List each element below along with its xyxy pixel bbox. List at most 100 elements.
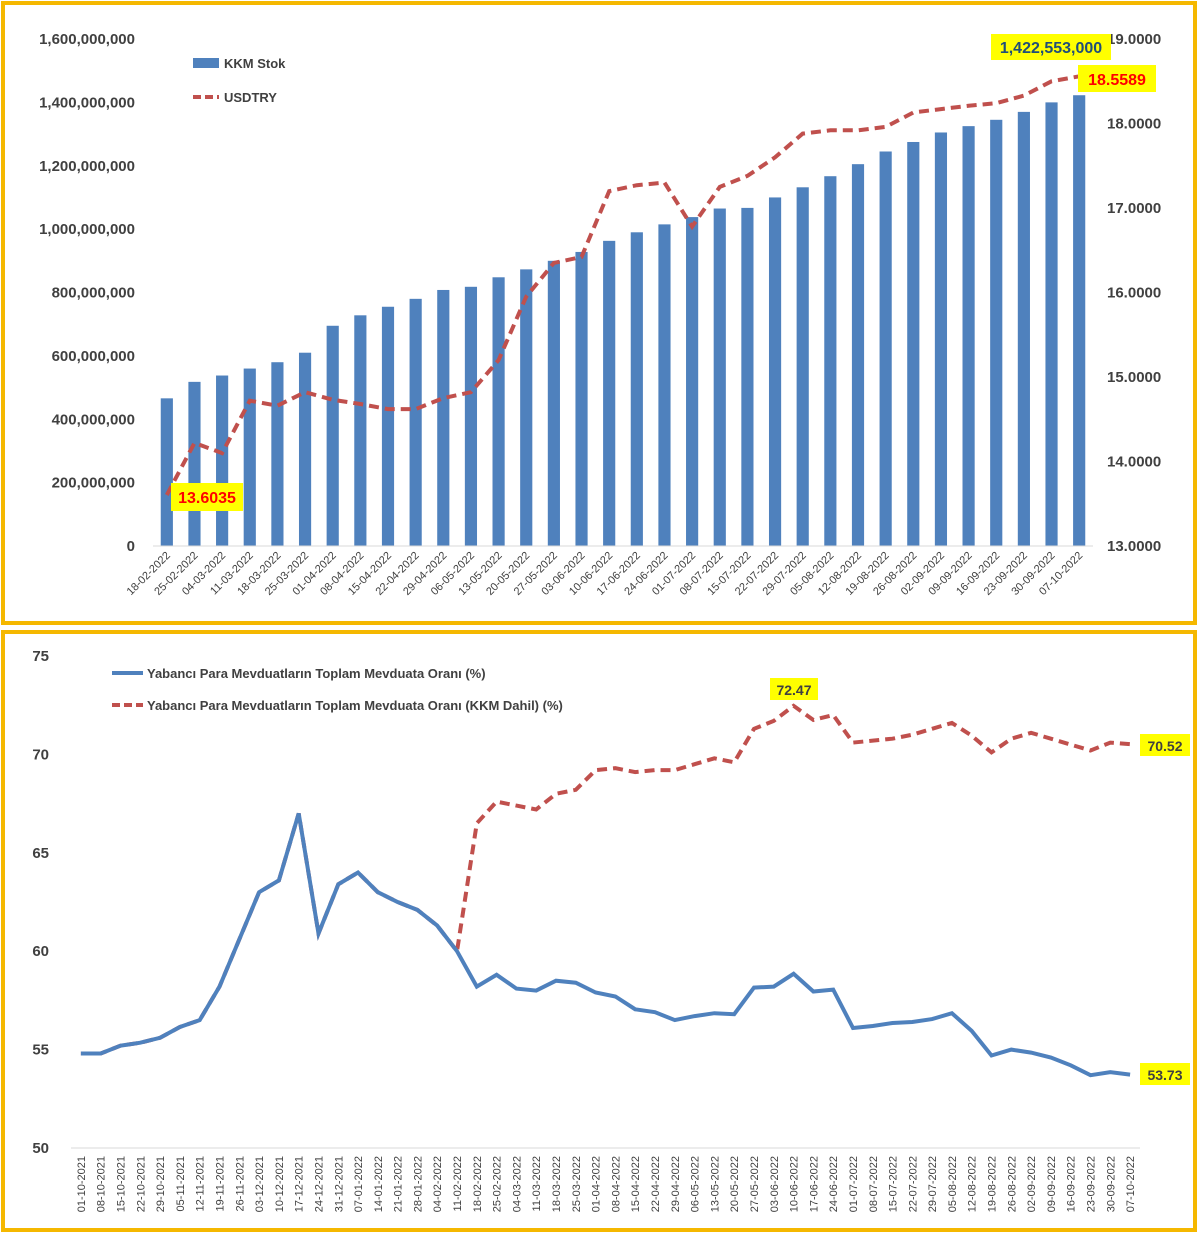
- annotation-line-last-text: 18.5589: [1088, 72, 1146, 89]
- y-tick-label: 70: [32, 746, 49, 763]
- kkm-bar: [381, 306, 395, 546]
- annotation-series2-last: 70.52: [1140, 734, 1190, 756]
- kkm-bar: [1017, 111, 1030, 546]
- x-tick-label: 15-07-2022: [888, 1156, 900, 1212]
- kkm-bar: [492, 277, 505, 546]
- kkm-bar: [1045, 102, 1058, 546]
- x-tick-label: 11-02-2022: [452, 1156, 464, 1211]
- kkm-bar: [990, 119, 1003, 546]
- fx-deposit-ratio-chart-panel: 50 55 60 65 70 75 01-10-2021 08-10-2021 15-10-2…: [1, 630, 1197, 1232]
- x-tick-label: 17-12-2021: [294, 1156, 306, 1212]
- left-y-tick-label: 0: [127, 538, 135, 555]
- annotation-series1-last-text: 53.73: [1147, 1067, 1182, 1083]
- left-y-tick-label: 200,000,000: [52, 475, 135, 492]
- legend-series2-label: Yabancı Para Mevduatların Toplam Mevduat…: [147, 698, 563, 713]
- kkm-bar: [188, 381, 201, 546]
- legend-bar-swatch: [193, 58, 219, 68]
- fx-ratio-line: [80, 812, 1131, 1078]
- right-y-tick-label: 15.0000: [1107, 369, 1161, 386]
- x-tick-label: 26-08-2022: [1006, 1156, 1018, 1212]
- legend: KKM Stok USDTRY: [193, 56, 286, 105]
- x-tick-label: 07-01-2022: [353, 1156, 365, 1212]
- x-tick-label: 24-06-2022: [828, 1156, 840, 1212]
- usdtry-line: [165, 74, 1080, 496]
- x-tick-label: 31-12-2021: [333, 1156, 345, 1212]
- x-tick-label: 12-08-2022: [967, 1156, 979, 1212]
- y-tick-label: 60: [32, 943, 49, 960]
- x-tick-label: 12-11-2021: [195, 1156, 207, 1211]
- right-y-tick-label: 17.0000: [1107, 200, 1161, 217]
- x-tick-label: 09-09-2022: [1046, 1156, 1058, 1212]
- x-tick-label: 15-04-2022: [630, 1156, 642, 1212]
- x-tick-label: 02-09-2022: [1026, 1156, 1038, 1212]
- left-y-tick-label: 1,600,000,000: [39, 31, 135, 48]
- right-y-tick-label: 13.0000: [1107, 538, 1161, 555]
- right-y-tick-label: 18.0000: [1107, 116, 1161, 133]
- right-y-tick-label: 19.0000: [1107, 31, 1161, 48]
- left-y-tick-label: 1,200,000,000: [39, 158, 135, 175]
- x-tick-label: 14-01-2022: [373, 1156, 385, 1212]
- x-tick-label: 15-10-2021: [115, 1156, 127, 1212]
- x-tick-label: 17-06-2022: [808, 1156, 820, 1212]
- x-tick-label: 13-05-2022: [709, 1156, 721, 1212]
- kkm-bar: [326, 325, 339, 546]
- x-tick-label: 01-04-2022: [591, 1156, 603, 1212]
- x-tick-label: 25-02-2022: [492, 1156, 504, 1212]
- x-tick-label: 23-09-2022: [1086, 1156, 1098, 1212]
- x-tick-label: 29-04-2022: [670, 1156, 682, 1212]
- kkm-bar: [686, 217, 699, 547]
- kkm-bar: [216, 375, 229, 546]
- left-y-tick-label: 600,000,000: [52, 348, 135, 365]
- left-y-tick-label: 1,000,000,000: [39, 221, 135, 238]
- x-tick-label: 27-05-2022: [749, 1156, 761, 1212]
- kkm-bar: [658, 224, 671, 546]
- annotation-line-first: 13.6035: [171, 483, 243, 511]
- kkm-bar: [741, 207, 754, 546]
- x-tick-label: 08-04-2022: [610, 1156, 622, 1212]
- kkm-bar: [354, 315, 367, 546]
- x-tick-label: 04-03-2022: [511, 1156, 523, 1212]
- annotation-line-last: 18.5589: [1078, 65, 1156, 92]
- legend-bar-label: KKM Stok: [224, 56, 286, 71]
- x-tick-label: 28-01-2022: [412, 1156, 424, 1212]
- kkm-bar: [879, 151, 892, 546]
- left-y-tick-label: 1,400,000,000: [39, 94, 135, 111]
- x-tick-label: 22-07-2022: [907, 1156, 919, 1212]
- x-tick-label: 03-12-2021: [254, 1156, 266, 1212]
- kkm-bar: [464, 286, 478, 546]
- x-tick-label: 21-01-2022: [393, 1156, 405, 1212]
- kkm-bar: [796, 187, 809, 547]
- left-y-tick-label: 400,000,000: [52, 411, 135, 428]
- kkm-bar: [298, 352, 312, 546]
- y-tick-label: 55: [32, 1042, 49, 1059]
- fx-deposit-ratio-chart: 50 55 60 65 70 75 01-10-2021 08-10-2021 15-10-2…: [32, 648, 1190, 1212]
- x-tick-label: 19-11-2021: [214, 1156, 226, 1211]
- x-tick-label: 01-07-2022: [848, 1156, 860, 1212]
- x-tick-label: 20-05-2022: [729, 1156, 741, 1212]
- fx-ratio-kkm-line: [80, 703, 1131, 1056]
- kkm-bar: [547, 260, 560, 546]
- x-tick-label: 16-09-2022: [1066, 1156, 1078, 1212]
- x-tick-label: 03-06-2022: [769, 1156, 781, 1212]
- x-tick-label: 04-02-2022: [432, 1156, 444, 1212]
- y-tick-label: 50: [32, 1140, 49, 1157]
- x-tick-label: 22-10-2021: [135, 1156, 147, 1212]
- kkm-bar: [824, 176, 837, 546]
- y-tick-label: 75: [32, 648, 49, 665]
- x-tick-label: 10-12-2021: [274, 1156, 286, 1212]
- kkm-bar: [603, 240, 616, 547]
- kkm-bar: [851, 164, 865, 546]
- annotation-series2-max-text: 72.47: [776, 682, 811, 698]
- x-tick-label: 11-03-2022: [531, 1156, 543, 1211]
- x-tick-label: 06-05-2022: [690, 1156, 702, 1212]
- left-y-tick-label: 800,000,000: [52, 285, 135, 302]
- legend: Yabancı Para Mevduatların Toplam Mevduat…: [112, 666, 563, 713]
- x-tick-label: 08-07-2022: [868, 1156, 880, 1212]
- kkm-usdtry-chart-panel: 0 200,000,000 400,000,000 600,000,000 800,00…: [1, 1, 1197, 625]
- kkm-bar: [160, 398, 173, 546]
- x-tick-label: 08-10-2021: [96, 1156, 108, 1212]
- kkm-bar: [1073, 95, 1086, 546]
- annotation-series1-last: 53.73: [1140, 1063, 1190, 1085]
- kkm-bar: [713, 208, 726, 546]
- kkm-bar: [907, 141, 920, 546]
